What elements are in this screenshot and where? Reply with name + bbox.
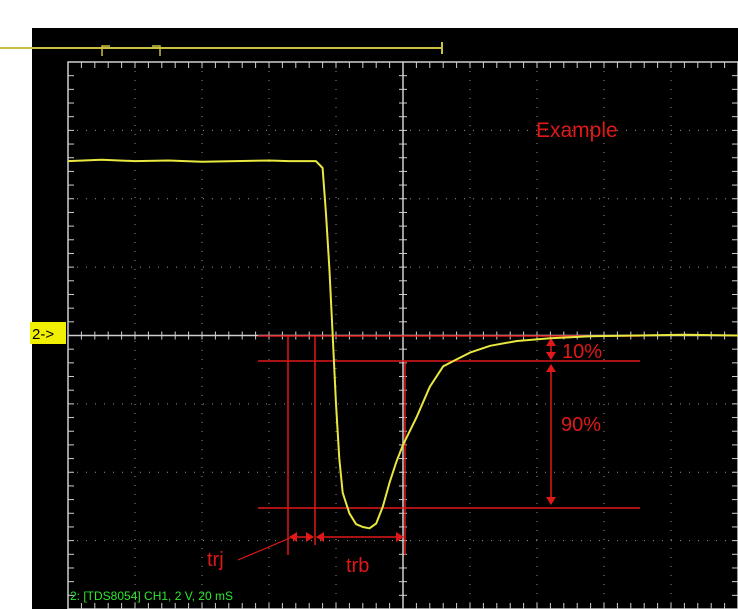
percent-90-label: 90% bbox=[561, 414, 601, 436]
trigger-position-bar bbox=[0, 42, 443, 56]
arrow-10-heads bbox=[546, 338, 556, 360]
scope-screen bbox=[32, 28, 738, 609]
channel-marker-label: 2-> bbox=[32, 326, 54, 343]
trj-leader-line bbox=[237, 537, 291, 561]
arrow-trj-heads bbox=[289, 532, 314, 542]
trb-label: trb bbox=[346, 555, 369, 577]
channel-ground-marker: 2-> bbox=[30, 322, 66, 344]
trj-label: trj bbox=[207, 549, 224, 571]
trigger-window-brackets bbox=[101, 45, 161, 56]
percent-10-label: 10% bbox=[562, 341, 602, 363]
trace-line-0 bbox=[67, 158, 738, 530]
measurement-annotations bbox=[237, 335, 640, 561]
channel-marker-box bbox=[30, 322, 66, 344]
annotation-labels: Example 10% 90% trj trb bbox=[207, 119, 618, 577]
graticule bbox=[67, 61, 738, 609]
status-bar-text: 2: [TDS8054] CH1, 2 V, 20 mS bbox=[70, 589, 233, 603]
waveform-trace bbox=[67, 158, 738, 530]
example-label: Example bbox=[536, 119, 618, 142]
